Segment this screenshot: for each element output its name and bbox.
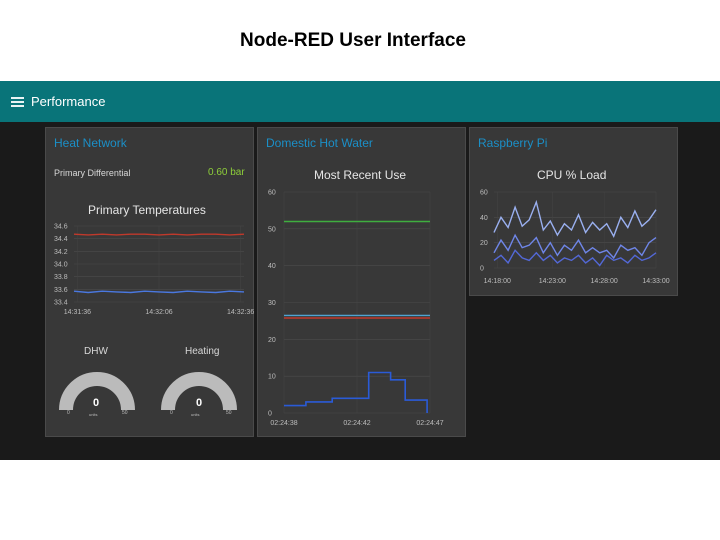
domestic-hot-water-card: Domestic Hot Water Most Recent Use 60 50 4… (257, 127, 466, 437)
x-tick-label: 14:28:00 (591, 278, 618, 285)
primary-differential-label: Primary Differential (54, 168, 131, 178)
y-tick-label: 40 (480, 215, 488, 222)
series-line-2 (493, 249, 657, 267)
card-title-heat-network: Heat Network (54, 136, 127, 150)
heating-gauge-value: 0 (196, 397, 203, 409)
chart-title-most-recent-use: Most Recent Use (314, 168, 407, 182)
series-line-0 (493, 199, 657, 238)
chart-title-primary-temperatures: Primary Temperatures (88, 203, 206, 217)
heating-label: Heating (185, 346, 220, 357)
y-tick-label: 20 (480, 240, 488, 247)
x-tick-label: 02:24:38 (270, 420, 297, 427)
x-tick-label: 02:24:42 (343, 420, 370, 427)
x-tick-label: 14:32:36 (227, 309, 254, 316)
y-tick-label: 40 (268, 263, 276, 270)
y-tick-label: 33.4 (54, 300, 68, 307)
y-tick-label: 10 (268, 374, 276, 381)
heat-network-card: Heat Network Primary Differential 0.60 b… (45, 127, 254, 437)
raspberry-pi-card: Raspberry Pi CPU % Load 60 40 20 0 14:18:00 1… (469, 127, 678, 296)
y-tick-label: 34.6 (54, 224, 68, 231)
most-recent-use-chart: 60 50 40 30 20 10 0 02:24:38 02:24:42 02:24:47 (268, 190, 444, 428)
y-tick-label: 0 (268, 411, 272, 418)
x-tick-label: 14:33:00 (642, 278, 669, 285)
y-tick-label: 50 (268, 226, 276, 233)
chart-title-cpu-load: CPU % Load (537, 168, 607, 182)
dhw-gauge (59, 372, 237, 411)
x-tick-label: 14:31:36 (64, 309, 91, 316)
dhw-gauge-unit: units (89, 412, 98, 417)
y-tick-label: 34.4 (54, 236, 68, 243)
y-tick-label: 33.8 (54, 274, 68, 281)
heating-gauge-min: 0 (170, 410, 173, 416)
dhw-gauge-value: 0 (93, 397, 100, 409)
y-tick-label: 20 (268, 337, 276, 344)
dhw-gauge-max: 50 (122, 410, 128, 416)
hamburger-menu-icon[interactable] (11, 97, 24, 107)
y-tick-label: 34.0 (54, 262, 68, 269)
x-tick-label: 14:32:06 (145, 309, 172, 316)
node-red-dashboard: Performance Heat Network Primary Differe… (0, 81, 720, 460)
y-tick-label: 30 (268, 300, 276, 307)
y-tick-label: 60 (268, 190, 276, 197)
dhw-label: DHW (84, 346, 108, 357)
x-tick-label: 14:23:00 (539, 278, 566, 285)
heating-gauge-max: 50 (226, 410, 232, 416)
cpu-load-chart: 60 40 20 014:18:00 14:23:00 14:28:00 14:33:00 (480, 190, 670, 286)
y-tick-label: 60 (480, 190, 488, 197)
primary-temperatures-chart: 34.6 34.4 34.2 34.0 33.8 33.6 33.4 14:31:36 14:3… (54, 224, 254, 317)
heating-gauge-unit: units (191, 412, 200, 417)
y-tick-label: 33.6 (54, 287, 68, 294)
page-title: Performance (31, 94, 106, 109)
series-line-1 (493, 233, 657, 260)
y-tick-label: 34.2 (54, 249, 68, 256)
slide-title: Node-RED User Interface (240, 30, 466, 51)
card-title-domestic-hot-water: Domestic Hot Water (266, 136, 373, 150)
primary-differential-value: 0.60 bar (208, 167, 245, 178)
dhw-gauge-min: 0 (67, 410, 70, 416)
step-series-line (284, 371, 428, 413)
top-bar: Performance (0, 81, 720, 122)
series-line-0 (73, 233, 245, 236)
x-tick-label: 02:24:47 (416, 420, 443, 427)
series-line-1 (73, 290, 245, 294)
x-tick-label: 14:18:00 (484, 278, 511, 285)
card-title-raspberry-pi: Raspberry Pi (478, 136, 548, 150)
y-tick-label: 0 (480, 266, 484, 273)
